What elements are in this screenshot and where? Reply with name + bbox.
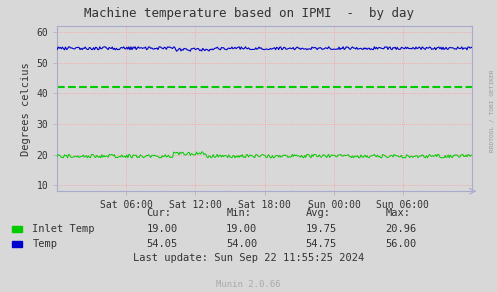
Text: Munin 2.0.66: Munin 2.0.66 xyxy=(216,280,281,289)
Text: 19.00: 19.00 xyxy=(226,224,257,234)
Text: 19.00: 19.00 xyxy=(147,224,178,234)
Text: Avg:: Avg: xyxy=(306,208,331,218)
Text: Cur:: Cur: xyxy=(147,208,171,218)
Text: Inlet Temp: Inlet Temp xyxy=(32,224,95,234)
Text: Max:: Max: xyxy=(385,208,410,218)
Text: 54.75: 54.75 xyxy=(306,239,337,249)
Text: 54.05: 54.05 xyxy=(147,239,178,249)
Text: RRDTOOL / TOBI OETIKER: RRDTOOL / TOBI OETIKER xyxy=(490,70,495,152)
Text: 19.75: 19.75 xyxy=(306,224,337,234)
Text: Last update: Sun Sep 22 11:55:25 2024: Last update: Sun Sep 22 11:55:25 2024 xyxy=(133,253,364,263)
Text: 56.00: 56.00 xyxy=(385,239,416,249)
Y-axis label: Degrees celcius: Degrees celcius xyxy=(21,62,31,156)
Text: Temp: Temp xyxy=(32,239,57,249)
Text: Machine temperature based on IPMI  -  by day: Machine temperature based on IPMI - by d… xyxy=(83,7,414,20)
Text: 54.00: 54.00 xyxy=(226,239,257,249)
Text: 20.96: 20.96 xyxy=(385,224,416,234)
Text: Min:: Min: xyxy=(226,208,251,218)
